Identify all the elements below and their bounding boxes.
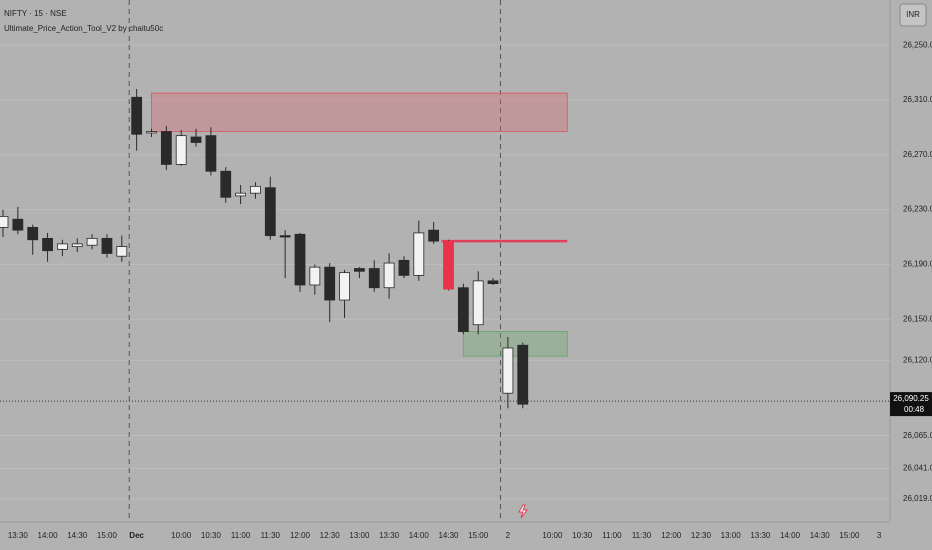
candle-body (250, 185, 261, 194)
zone (462, 331, 568, 357)
y-tick-label: 26,230.00 (903, 205, 932, 214)
candle-body (101, 237, 113, 254)
x-tick-label: 3 (877, 531, 882, 540)
event-icon[interactable] (518, 504, 528, 519)
candle-body (205, 135, 217, 172)
candle-body (0, 216, 9, 228)
y-tick-label: 26,270.00 (903, 150, 932, 159)
y-tick-label: 26,065.00 (903, 431, 932, 440)
y-tick-label: 26,120.00 (903, 355, 932, 364)
candle-body (264, 187, 276, 237)
candle-body (57, 243, 68, 250)
x-tick-label: 11:30 (261, 531, 281, 540)
x-tick-label: 10:00 (171, 531, 192, 540)
x-tick-label: 13:00 (349, 531, 370, 540)
candle-body (383, 262, 395, 289)
x-tick-label: 14:00 (409, 531, 430, 540)
candle-body (472, 280, 484, 326)
x-tick-label: 12:30 (320, 531, 341, 540)
y-tick-label: 26,310.00 (903, 95, 932, 104)
x-tick-label: 14:30 (438, 531, 459, 540)
candle-body (517, 344, 529, 405)
x-tick-label: 12:00 (290, 531, 311, 540)
x-tick-label: 14:00 (38, 531, 59, 540)
x-tick-label: 15:00 (468, 531, 489, 540)
x-tick-label: Dec (129, 531, 144, 540)
candle-body (413, 232, 425, 276)
candle-body (339, 272, 350, 301)
candle-body (160, 131, 172, 165)
x-tick-label: 13:30 (750, 531, 771, 540)
x-tick-label: 14:30 (67, 531, 88, 540)
indicator[interactable]: Ultimate_Price_Action_Tool_V2 by chaitu5… (4, 24, 163, 33)
candle-body (443, 240, 454, 290)
y-tick-label: 26,019.00 (903, 494, 932, 503)
candle-body (235, 192, 247, 197)
y-tick-label: 26,150.00 (903, 314, 932, 323)
countdown: 00:48 (904, 405, 925, 414)
x-tick-label: 10:30 (572, 531, 593, 540)
x-tick-label: 13:30 (379, 531, 400, 540)
candle-body (502, 347, 514, 394)
x-tick-label: 11:30 (632, 531, 652, 540)
x-tick-label: 11:00 (602, 531, 622, 540)
x-tick-label: 12:00 (661, 531, 682, 540)
candle-body (71, 243, 83, 248)
x-tick-label: 12:30 (691, 531, 712, 540)
candle-body (146, 131, 157, 134)
y-tick-label: 26,041.00 (903, 464, 932, 473)
x-tick-label: 15:00 (839, 531, 860, 540)
x-tick-label: 10:30 (201, 531, 222, 540)
zone (151, 92, 568, 133)
candle-body (353, 268, 365, 272)
candle-body (294, 233, 306, 286)
candle-body (131, 96, 143, 135)
candle-body (324, 266, 336, 301)
x-tick-label: 14:30 (810, 531, 831, 540)
candle-body (487, 280, 499, 285)
candle-body (457, 287, 469, 332)
x-tick-label: 13:00 (721, 531, 742, 540)
candle-body (86, 237, 98, 246)
x-tick-label: 15:00 (97, 531, 118, 540)
y-tick-label: 26,250.00 (903, 40, 932, 49)
candle-body (175, 135, 187, 165)
x-tick-label: 13:30 (8, 531, 29, 540)
last-price: 26,090.25 (893, 394, 929, 403)
candle-body (428, 229, 440, 242)
candle-body (309, 266, 321, 286)
x-tick-label: 10:00 (542, 531, 563, 540)
symbol: NIFTY · 15 · NSE (4, 9, 67, 18)
candle-body (116, 246, 128, 257)
candle-body (398, 259, 410, 276)
x-tick-label: 11:00 (231, 531, 251, 540)
last-price-box (890, 392, 932, 417)
y-tick-label: 26,190.00 (903, 260, 932, 269)
x-tick-label: 14:00 (780, 531, 801, 540)
candle-body (279, 235, 291, 238)
candle-body (12, 218, 24, 231)
candle-body (42, 237, 53, 252)
candle-body (27, 227, 39, 241)
candle-body (368, 268, 380, 289)
candle-body (220, 170, 232, 198)
currency: INR (906, 10, 920, 19)
currency-box[interactable] (899, 3, 927, 27)
x-tick-label: 2 (506, 531, 511, 540)
candle-body (190, 136, 202, 143)
